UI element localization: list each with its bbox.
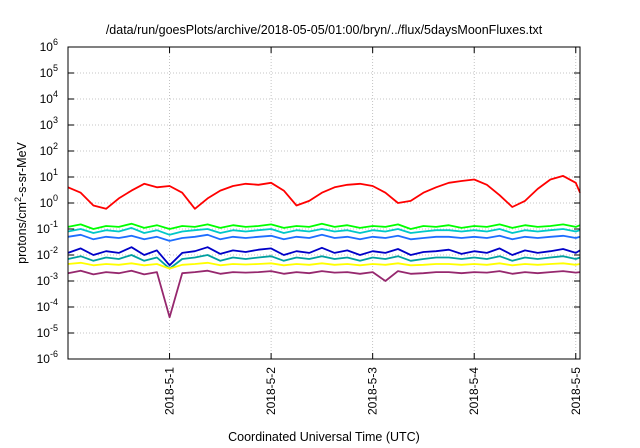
y-tick-label: 10-3	[37, 271, 58, 288]
y-tick-base: 10	[37, 222, 51, 236]
y-tick-base: 10	[40, 170, 54, 184]
y-tick-exponent: -5	[50, 323, 58, 333]
y-tick-base: 10	[37, 300, 51, 314]
y-tick-label: 104	[40, 89, 58, 106]
chart-title: /data/run/goesPlots/archive/2018-05-05/0…	[106, 23, 543, 37]
series-line-6	[67, 254, 581, 270]
x-tick-label: 2018-5-5	[569, 367, 583, 415]
y-tick-base: 10	[40, 144, 54, 158]
y-tick-base: 10	[37, 352, 51, 366]
y-tick-label: 101	[40, 167, 58, 184]
y-tick-base: 10	[40, 92, 54, 106]
y-tick-exponent: -3	[50, 271, 58, 281]
series-line-2	[67, 222, 581, 230]
y-tick-exponent: -2	[50, 245, 58, 255]
y-axis-label: protons/cm2-s-sr-MeV	[13, 141, 29, 263]
y-tick-base: 10	[37, 274, 51, 288]
y-tick-base: 10	[40, 118, 54, 132]
y-tick-label: 100	[40, 193, 58, 210]
y-tick-label: 10-1	[37, 219, 58, 236]
series-line-8	[67, 269, 581, 319]
y-tick-base: 10	[37, 248, 51, 262]
y-tick-exponent: 5	[53, 63, 58, 73]
y-tick-label: 10-4	[37, 297, 58, 314]
y-tick-exponent: -1	[50, 219, 58, 229]
y-axis-ticks: 10-610-510-410-310-210-11001011021031041…	[37, 37, 580, 366]
series-line-1	[67, 174, 581, 210]
y-axis-label-rest: -s-sr-MeV	[15, 141, 29, 197]
x-axis-ticks: 2018-5-1 2018-5-2 2018-5-3 2018-5-4 2018-5-5	[163, 47, 583, 415]
x-tick-label: 2018-5-2	[264, 367, 278, 415]
y-tick-base: 10	[40, 66, 54, 80]
y-tick-exponent: -6	[50, 349, 58, 359]
y-tick-label: 10-5	[37, 323, 58, 340]
y-tick-label: 105	[40, 63, 58, 80]
y-tick-exponent: 1	[53, 167, 58, 177]
y-tick-label: 103	[40, 115, 58, 132]
y-tick-exponent: 4	[53, 89, 58, 99]
y-tick-label: 10-2	[37, 245, 58, 262]
y-tick-exponent: 2	[53, 141, 58, 151]
y-tick-label: 102	[40, 141, 58, 158]
y-axis-label-main: protons/cm	[15, 202, 29, 264]
y-tick-label: 10-6	[37, 349, 58, 366]
y-axis-label-sup: 2	[13, 197, 23, 202]
x-tick-label: 2018-5-1	[163, 367, 177, 415]
y-tick-base: 10	[40, 40, 54, 54]
y-tick-exponent: 6	[53, 37, 58, 47]
x-tick-label: 2018-5-4	[467, 367, 481, 415]
series-line-3	[67, 226, 581, 236]
y-tick-exponent: 3	[53, 115, 58, 125]
y-tick-base: 10	[40, 196, 54, 210]
x-axis-label: Coordinated Universal Time (UTC)	[228, 430, 420, 444]
y-tick-exponent: 0	[53, 193, 58, 203]
y-tick-base: 10	[37, 326, 51, 340]
y-tick-label: 106	[40, 37, 58, 54]
y-tick-exponent: -4	[50, 297, 58, 307]
series-line-5	[67, 246, 581, 267]
series-layer	[67, 174, 581, 319]
series-line-4	[67, 233, 581, 242]
x-tick-label: 2018-5-3	[366, 367, 380, 415]
series-line-7	[67, 261, 581, 270]
